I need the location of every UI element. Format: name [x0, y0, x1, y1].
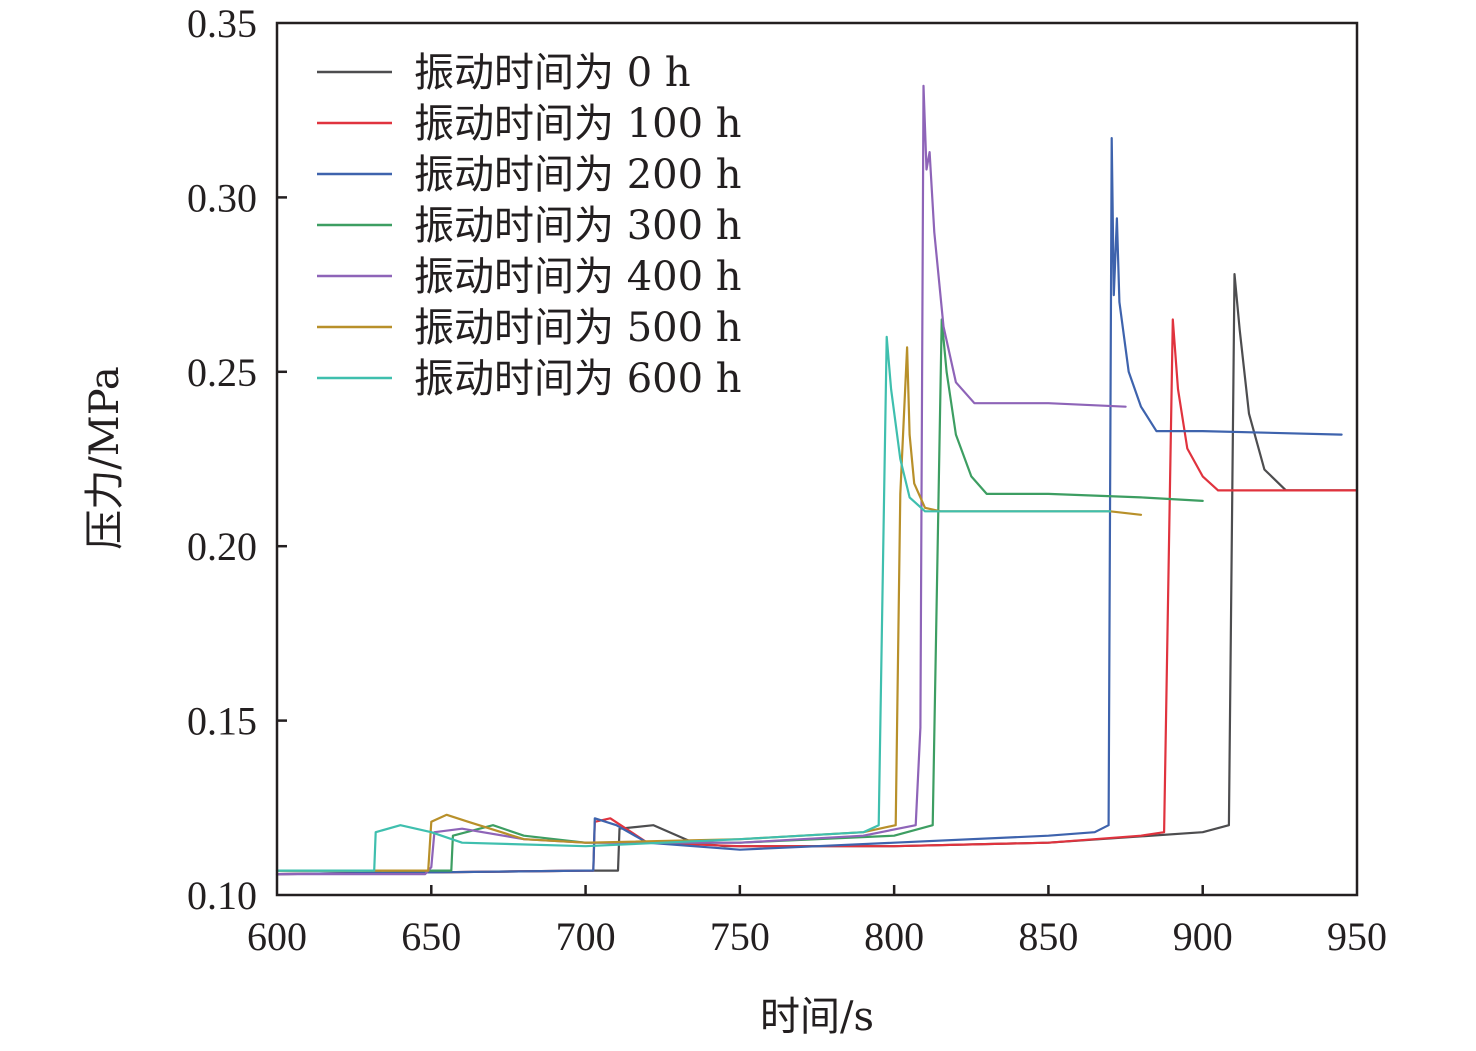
y-tick-label: 0.30 [187, 175, 257, 220]
x-tick-label: 950 [1327, 914, 1387, 959]
legend-label-3: 振动时间为 300 h [414, 203, 742, 249]
y-axis-title: 压力/MPa [82, 366, 128, 549]
series-line-4 [275, 84, 1127, 876]
legend-label-6: 振动时间为 600 h [414, 356, 742, 402]
y-tick-label: 0.35 [187, 1, 257, 46]
plot-frame [275, 21, 1359, 897]
legend-label-0: 振动时间为 0 h [414, 50, 691, 96]
legend-label-5: 振动时间为 500 h [414, 305, 742, 351]
y-tick-label: 0.15 [187, 699, 257, 744]
axis-tick-labels: 600 650 700 750 800 850 900 950 0.10 0.15 0.20 0.25… [187, 1, 1387, 959]
legend-label-4: 振动时间为 400 h [414, 254, 742, 300]
series-line-3 [275, 318, 1204, 872]
series-line-5 [275, 346, 1143, 872]
y-tick-label: 0.20 [187, 524, 257, 569]
series-line-1 [275, 318, 1359, 876]
x-tick-label: 700 [556, 914, 616, 959]
legend-label-2: 振动时间为 200 h [414, 152, 742, 198]
series-line-6 [275, 335, 1112, 872]
x-axis-title: 时间/s [760, 994, 874, 1040]
y-tick-label: 0.25 [187, 350, 257, 395]
x-tick-label: 900 [1173, 914, 1233, 959]
x-tick-label: 850 [1018, 914, 1078, 959]
x-tick-label: 800 [864, 914, 924, 959]
series-line-2 [275, 137, 1343, 876]
x-tick-label: 650 [401, 914, 461, 959]
y-tick-label: 0.10 [187, 873, 257, 918]
axis-ticks [277, 196, 1204, 895]
legend-label-1: 振动时间为 100 h [414, 101, 742, 147]
plot-lines [275, 84, 1359, 876]
legend: 振动时间为 0 h 振动时间为 100 h 振动时间为 200 h 振动时间为 300… [317, 50, 742, 402]
x-tick-label: 750 [710, 914, 770, 959]
x-tick-label: 600 [247, 914, 307, 959]
